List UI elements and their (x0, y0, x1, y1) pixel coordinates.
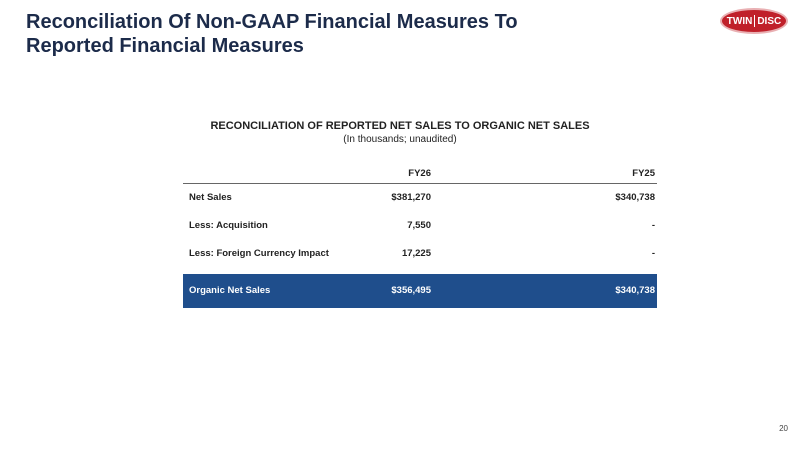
cell: - (651, 220, 655, 231)
column-header: FY26 (408, 168, 431, 179)
row-label: Less: Acquisition (189, 220, 268, 231)
logo-divider (754, 15, 756, 27)
logo: TWIN DISC (720, 8, 788, 34)
cell: $340,738 (615, 285, 655, 296)
logo-text: TWIN (726, 15, 753, 27)
cell: $340,738 (615, 192, 655, 203)
cell: - (651, 248, 655, 259)
page-number: 20 (779, 424, 788, 433)
column-header: FY25 (632, 168, 655, 179)
table-row: Less: Acquisition 7,550 - (183, 212, 657, 240)
table-row: Net Sales $381,270 $340,738 (183, 184, 657, 212)
slide-title: Reconciliation Of Non-GAAP Financial Mea… (26, 10, 518, 58)
table-note: (In thousands; unaudited) (343, 134, 457, 145)
table-title: RECONCILIATION OF REPORTED NET SALES TO … (210, 120, 590, 132)
cell: $356,495 (391, 285, 431, 296)
row-label: Net Sales (189, 192, 232, 203)
table-row: Organic Net Sales $356,495 $340,738 (183, 274, 657, 308)
row-label: Organic Net Sales (189, 285, 271, 296)
title-line: Reconciliation Of Non-GAAP Financial Mea… (26, 11, 518, 33)
cell: 17,225 (401, 248, 431, 259)
table: FY26 FY25 Net Sales $381,270 $340,738 Less:… (183, 165, 657, 308)
table-row: Less: Foreign Currency Impact 17,225 - (183, 240, 657, 268)
cell: 7,550 (407, 220, 431, 231)
logo-text: DISC (757, 15, 782, 27)
header-row: FY26 FY25 (183, 165, 657, 184)
title-line: Reported Financial Measures (26, 35, 304, 57)
cell: $381,270 (391, 192, 431, 203)
row-label: Less: Foreign Currency Impact (189, 248, 329, 259)
